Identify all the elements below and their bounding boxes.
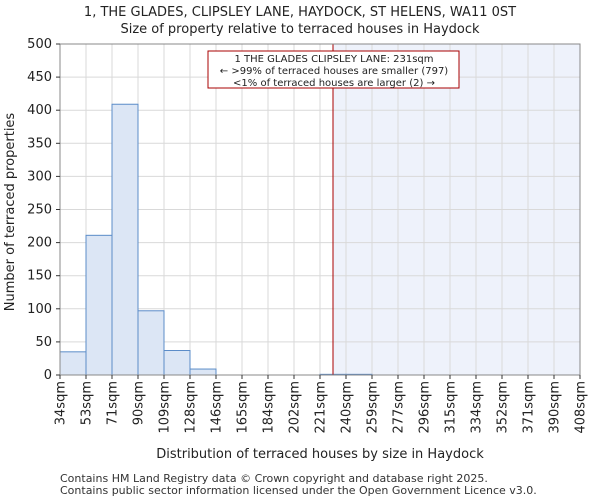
x-tick-label-202sqm: 202sqm (288, 381, 303, 434)
x-tick-label-128sqm: 128sqm (184, 381, 199, 434)
x-tick-label-109sqm: 109sqm (158, 381, 173, 434)
x-tick-label-165sqm: 165sqm (236, 381, 251, 434)
annotation-box-border (207, 50, 460, 89)
annotation-line2: ← >99% of terraced houses are smaller (7… (220, 66, 449, 77)
y-tick-label-400: 400 (27, 103, 52, 118)
x-tick-label-240sqm: 240sqm (340, 381, 355, 434)
bar-34sqm (59, 351, 87, 376)
chart-title-line1: 1, THE GLADES, CLIPSLEY LANE, HAYDOCK, S… (84, 5, 516, 20)
annotation-box: 1 THE GLADES CLIPSLEY LANE: 231sqm ← >99… (207, 50, 460, 89)
x-tick-label-334sqm: 334sqm (470, 381, 485, 434)
x-tick-label-184sqm: 184sqm (262, 381, 277, 434)
bars-group (59, 103, 373, 376)
y-axis-label: Number of terraced properties (3, 113, 18, 312)
y-axis-ticks: 0 50 100 150 200 250 300 350 400 450 500 (27, 37, 60, 383)
y-tick-label-200: 200 (27, 236, 52, 251)
x-tick-label-146sqm: 146sqm (210, 381, 225, 434)
bar-53sqm (85, 234, 113, 376)
y-tick-label-500: 500 (27, 37, 52, 52)
y-tick-label-250: 250 (27, 203, 52, 218)
x-tick-label-352sqm: 352sqm (496, 381, 511, 434)
annotation-line3: <1% of terraced houses are larger (2) → (233, 78, 435, 89)
y-tick-label-350: 350 (27, 136, 52, 151)
x-tick-label-259sqm: 259sqm (366, 381, 381, 434)
y-tick-label-0: 0 (44, 368, 52, 383)
x-tick-label-296sqm: 296sqm (418, 381, 433, 434)
y-tick-label-50: 50 (35, 335, 52, 350)
x-tick-label-277sqm: 277sqm (392, 381, 407, 434)
x-axis-ticks: 34sqm 53sqm 71sqm 90sqm 109sqm 128sqm 146sqm 16… (54, 375, 589, 434)
x-tick-label-71sqm: 71sqm (106, 381, 121, 425)
footer-line1: Contains HM Land Registry data © Crown c… (60, 472, 488, 485)
y-tick-label-150: 150 (27, 269, 52, 284)
x-tick-label-390sqm: 390sqm (548, 381, 563, 434)
x-axis-label: Distribution of terraced houses by size … (156, 447, 484, 462)
x-tick-label-408sqm: 408sqm (574, 381, 589, 434)
x-tick-label-34sqm: 34sqm (54, 381, 69, 425)
bar-128sqm (189, 368, 217, 376)
footer-line2: Contains public sector information licen… (60, 484, 537, 497)
x-tick-label-371sqm: 371sqm (522, 381, 537, 434)
y-tick-label-100: 100 (27, 302, 52, 317)
bar-109sqm (163, 350, 191, 376)
y-tick-label-450: 450 (27, 70, 52, 85)
x-tick-label-53sqm: 53sqm (80, 381, 95, 425)
x-tick-label-315sqm: 315sqm (444, 381, 459, 434)
y-tick-label-300: 300 (27, 169, 52, 184)
annotation-line1: 1 THE GLADES CLIPSLEY LANE: 231sqm (234, 54, 433, 65)
chart-title-line2: Size of property relative to terraced ho… (120, 22, 480, 37)
x-tick-label-221sqm: 221sqm (314, 381, 329, 434)
x-tick-label-90sqm: 90sqm (132, 381, 147, 425)
bar-71sqm (111, 103, 139, 376)
bar-90sqm (137, 310, 165, 376)
